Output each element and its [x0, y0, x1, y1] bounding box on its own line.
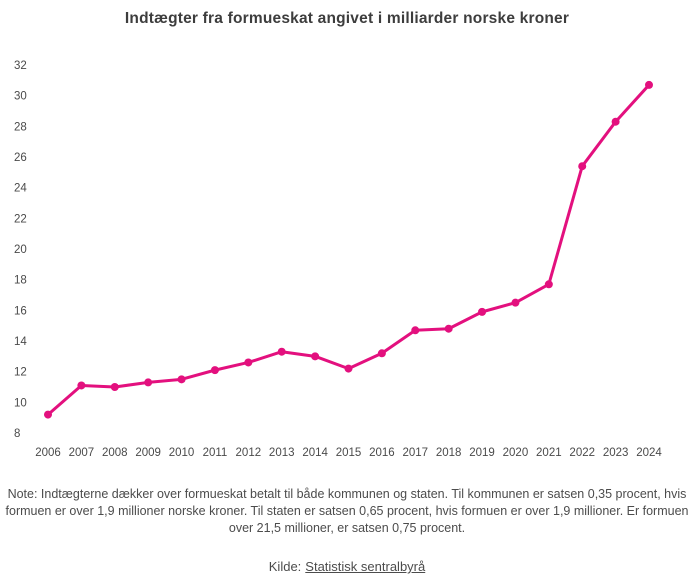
data-point-2019	[478, 307, 487, 316]
chart-title: Indtægter fra formueskat angivet i milli…	[124, 10, 570, 27]
y-tick-label: 30	[14, 91, 27, 103]
y-tick-label: 10	[14, 397, 27, 409]
x-tick-label: 2021	[536, 447, 562, 459]
y-tick-label: 24	[14, 183, 27, 195]
data-point-2016	[377, 349, 386, 358]
y-tick-label: 26	[14, 152, 27, 164]
x-tick-label: 2024	[636, 447, 662, 459]
x-tick-label: 2006	[35, 447, 61, 459]
data-point-2023	[611, 117, 620, 126]
data-point-2022	[578, 162, 587, 171]
data-point-2008	[110, 383, 119, 391]
source-line: Kilde: Statistisk sentralbyrå	[0, 559, 694, 574]
data-point-2009	[144, 378, 153, 387]
data-point-2012	[244, 358, 253, 367]
x-tick-label: 2016	[369, 447, 395, 459]
data-point-2018	[444, 324, 453, 333]
y-tick-label: 8	[14, 428, 20, 440]
y-tick-label: 14	[14, 336, 27, 348]
y-tick-label: 20	[14, 244, 27, 256]
x-tick-label: 2009	[135, 447, 161, 459]
x-tick-label: 2008	[102, 447, 128, 459]
x-tick-label: 2007	[69, 447, 95, 459]
x-tick-label: 2013	[269, 447, 295, 459]
x-tick-label: 2012	[236, 447, 262, 459]
data-point-2015	[344, 364, 353, 373]
data-point-2021	[544, 280, 553, 289]
y-tick-label: 12	[14, 367, 27, 379]
data-point-2017	[411, 326, 420, 335]
data-point-2020	[511, 298, 520, 307]
data-point-2014	[311, 352, 320, 361]
data-point-2013	[277, 347, 286, 356]
source-prefix: Kilde:	[268, 559, 302, 574]
x-tick-label: 2020	[503, 447, 529, 459]
x-tick-label: 2018	[436, 447, 462, 459]
y-tick-label: 32	[14, 60, 27, 72]
x-tick-label: 2014	[302, 447, 328, 459]
x-tick-label: 2011	[203, 447, 228, 459]
data-point-2006	[44, 410, 52, 419]
source-link[interactable]: Statistisk sentralbyrå	[305, 559, 426, 574]
note-text: Note: Indtægterne dækker over formueskat…	[5, 487, 689, 535]
x-tick-label: 2019	[469, 447, 495, 459]
x-tick-label: 2023	[603, 447, 629, 459]
data-point-2007	[77, 381, 86, 390]
x-tick-label: 2010	[169, 447, 195, 459]
x-tick-label: 2017	[402, 447, 428, 459]
x-tick-label: 2022	[569, 447, 595, 459]
x-tick-label: 2015	[336, 447, 362, 459]
y-tick-label: 16	[14, 305, 27, 317]
data-point-2024	[645, 80, 653, 89]
y-tick-label: 28	[14, 121, 27, 133]
y-tick-label: 22	[14, 213, 27, 225]
data-point-2011	[210, 366, 219, 375]
data-point-2010	[177, 375, 186, 384]
y-tick-label: 18	[14, 275, 27, 287]
